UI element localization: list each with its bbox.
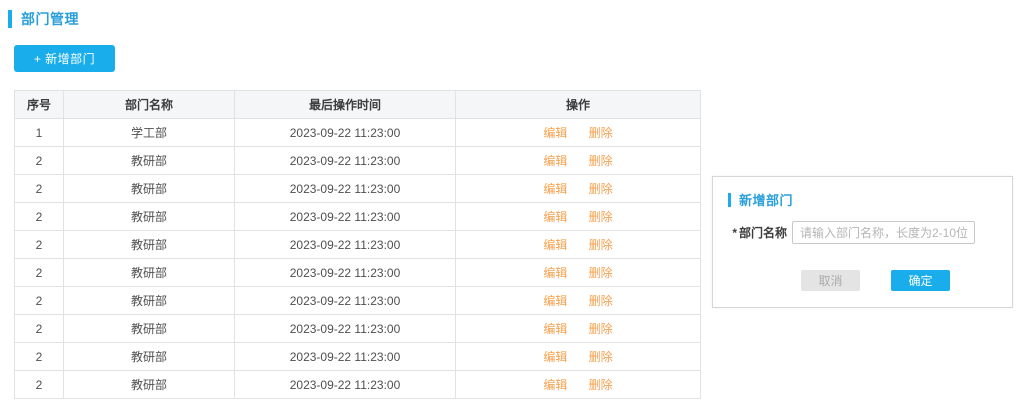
delete-link[interactable]: 删除	[588, 210, 613, 224]
cell-department-name: 教研部	[63, 230, 235, 259]
cell-department-name: 教研部	[63, 286, 235, 315]
edit-link[interactable]: 编辑	[543, 378, 568, 392]
add-department-dialog: 新增部门 *部门名称 取消 确定	[712, 176, 1013, 308]
column-header: 操作	[455, 90, 701, 119]
table-header-row: 序号 部门名称 最后操作时间 操作	[14, 90, 701, 119]
edit-link[interactable]: 编辑	[543, 266, 568, 280]
department-table: 序号 部门名称 最后操作时间 操作 1 学工部 2023-09-22 11:23:00…	[14, 90, 701, 399]
dialog-title: 新增部门	[739, 193, 794, 208]
cell-last-operation-time: 2023-09-22 11:23:00	[234, 146, 456, 175]
edit-link[interactable]: 编辑	[543, 210, 568, 224]
cell-department-name: 教研部	[63, 174, 235, 203]
cell-last-operation-time: 2023-09-22 11:23:00	[234, 370, 456, 399]
cell-operations: 编辑 删除	[455, 286, 701, 315]
cell-index: 2	[14, 286, 64, 315]
column-header: 序号	[14, 90, 64, 119]
cell-index: 2	[14, 258, 64, 287]
cell-last-operation-time: 2023-09-22 11:23:00	[234, 314, 456, 343]
table-row: 2 教研部 2023-09-22 11:23:00 编辑 删除	[14, 258, 701, 287]
cell-department-name: 教研部	[63, 202, 235, 231]
page-header: 部门管理	[8, 9, 79, 29]
department-name-form-row: * 部门名称	[713, 221, 1012, 244]
page-title: 部门管理	[21, 11, 79, 27]
table-row: 2 教研部 2023-09-22 11:23:00 编辑 删除	[14, 146, 701, 175]
table-row: 1 学工部 2023-09-22 11:23:00 编辑 删除	[14, 118, 701, 147]
cell-operations: 编辑 删除	[455, 174, 701, 203]
cell-operations: 编辑 删除	[455, 118, 701, 147]
cell-operations: 编辑 删除	[455, 202, 701, 231]
dialog-title-accent-bar	[728, 192, 731, 207]
edit-link[interactable]: 编辑	[543, 182, 568, 196]
table-row: 2 教研部 2023-09-22 11:23:00 编辑 删除	[14, 370, 701, 399]
cell-operations: 编辑 删除	[455, 342, 701, 371]
department-name-label-text: 部门名称	[738, 226, 787, 240]
edit-link[interactable]: 编辑	[543, 126, 568, 140]
cell-index: 2	[14, 314, 64, 343]
confirm-button[interactable]: 确定	[891, 270, 950, 291]
cell-index: 2	[14, 230, 64, 259]
edit-link[interactable]: 编辑	[543, 350, 568, 364]
department-name-input[interactable]	[792, 221, 975, 244]
edit-link[interactable]: 编辑	[543, 154, 568, 168]
cell-department-name: 教研部	[63, 370, 235, 399]
table-row: 2 教研部 2023-09-22 11:23:00 编辑 删除	[14, 202, 701, 231]
edit-link[interactable]: 编辑	[543, 238, 568, 252]
department-name-label: * 部门名称	[713, 224, 787, 241]
delete-link[interactable]: 删除	[588, 350, 613, 364]
cell-department-name: 学工部	[63, 118, 235, 147]
cell-operations: 编辑 删除	[455, 370, 701, 399]
add-department-button[interactable]: + 新增部门	[14, 45, 115, 72]
cell-operations: 编辑 删除	[455, 146, 701, 175]
cell-last-operation-time: 2023-09-22 11:23:00	[234, 174, 456, 203]
cell-last-operation-time: 2023-09-22 11:23:00	[234, 230, 456, 259]
table-row: 2 教研部 2023-09-22 11:23:00 编辑 删除	[14, 342, 701, 371]
cell-index: 2	[14, 146, 64, 175]
delete-link[interactable]: 删除	[588, 322, 613, 336]
cell-department-name: 教研部	[63, 258, 235, 287]
cell-last-operation-time: 2023-09-22 11:23:00	[234, 202, 456, 231]
cell-department-name: 教研部	[63, 342, 235, 371]
cell-department-name: 教研部	[63, 314, 235, 343]
table-row: 2 教研部 2023-09-22 11:23:00 编辑 删除	[14, 230, 701, 259]
cell-operations: 编辑 删除	[455, 258, 701, 287]
cell-department-name: 教研部	[63, 146, 235, 175]
cell-last-operation-time: 2023-09-22 11:23:00	[234, 286, 456, 315]
cell-index: 2	[14, 174, 64, 203]
cell-last-operation-time: 2023-09-22 11:23:00	[234, 342, 456, 371]
cell-index: 2	[14, 370, 64, 399]
cell-index: 2	[14, 342, 64, 371]
delete-link[interactable]: 删除	[588, 294, 613, 308]
table-row: 2 教研部 2023-09-22 11:23:00 编辑 删除	[14, 174, 701, 203]
delete-link[interactable]: 删除	[588, 378, 613, 392]
cell-index: 2	[14, 202, 64, 231]
edit-link[interactable]: 编辑	[543, 294, 568, 308]
table-row: 2 教研部 2023-09-22 11:23:00 编辑 删除	[14, 314, 701, 343]
cell-operations: 编辑 删除	[455, 230, 701, 259]
cancel-button[interactable]: 取消	[801, 270, 860, 291]
delete-link[interactable]: 删除	[588, 182, 613, 196]
table-body: 1 学工部 2023-09-22 11:23:00 编辑 删除 2 教研部 20…	[14, 118, 701, 399]
required-mark: *	[732, 226, 737, 240]
cell-last-operation-time: 2023-09-22 11:23:00	[234, 258, 456, 287]
column-header: 最后操作时间	[234, 90, 456, 119]
delete-link[interactable]: 删除	[588, 126, 613, 140]
delete-link[interactable]: 删除	[588, 266, 613, 280]
delete-link[interactable]: 删除	[588, 238, 613, 252]
cell-index: 1	[14, 118, 64, 147]
title-accent-bar	[8, 10, 12, 28]
dialog-header: 新增部门	[728, 190, 793, 209]
delete-link[interactable]: 删除	[588, 154, 613, 168]
table-row: 2 教研部 2023-09-22 11:23:00 编辑 删除	[14, 286, 701, 315]
cell-last-operation-time: 2023-09-22 11:23:00	[234, 118, 456, 147]
cell-operations: 编辑 删除	[455, 314, 701, 343]
column-header: 部门名称	[63, 90, 235, 119]
edit-link[interactable]: 编辑	[543, 322, 568, 336]
